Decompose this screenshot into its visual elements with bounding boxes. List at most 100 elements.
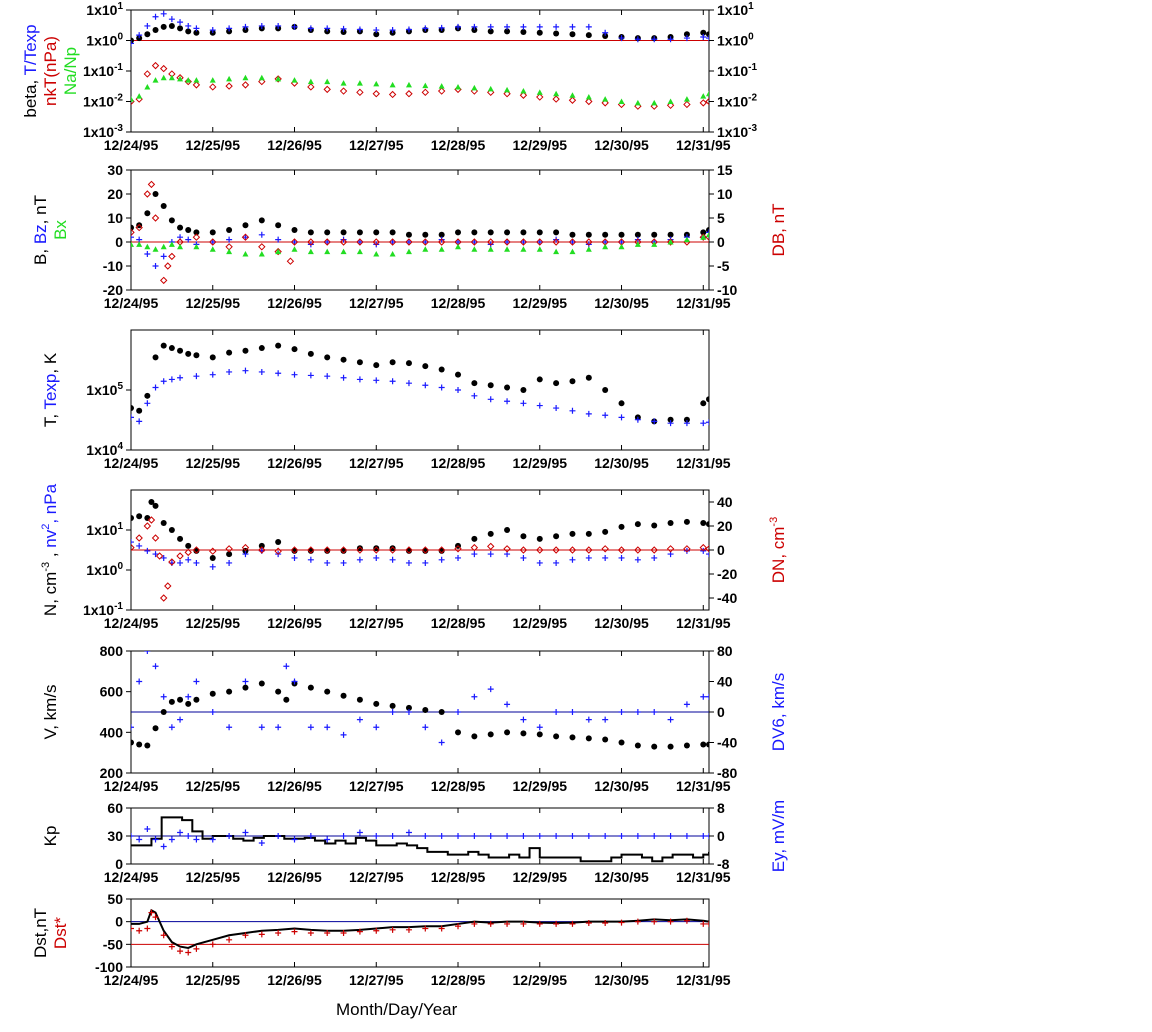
data-point <box>152 914 159 921</box>
y2-tick-label: 10 <box>717 186 733 202</box>
axis-label-line: DB, nT <box>769 204 788 257</box>
axis-label-line: Na/Np <box>61 47 80 95</box>
data-point <box>185 236 192 243</box>
data-point <box>160 932 167 939</box>
data-point <box>520 229 527 236</box>
series-black <box>131 680 709 750</box>
data-point <box>177 696 184 703</box>
data-point <box>667 416 674 423</box>
data-point <box>569 556 576 563</box>
data-point <box>405 360 412 367</box>
data-point <box>553 920 560 927</box>
data-point <box>159 64 168 73</box>
data-point <box>168 217 175 224</box>
data-point <box>136 407 143 414</box>
data-point <box>536 246 543 252</box>
data-point <box>552 95 560 103</box>
data-point <box>193 559 200 566</box>
series-black <box>131 816 709 863</box>
data-point <box>372 546 380 554</box>
data-point <box>471 246 478 252</box>
data-point <box>160 843 167 850</box>
panel-density: 12/24/95 12/25/95 12/26/95 12/27/95 12/28/95… <box>40 483 788 631</box>
data-point <box>275 222 282 229</box>
data-point <box>389 702 396 709</box>
y-tick-label: 1x101 <box>86 1 123 18</box>
data-point <box>323 546 331 554</box>
series-blue <box>131 367 709 427</box>
y-tick-label: -20 <box>103 282 123 298</box>
data-point <box>438 384 445 391</box>
data-point <box>209 547 217 555</box>
data-point <box>553 405 560 412</box>
data-point <box>700 920 707 927</box>
data-point <box>634 833 641 839</box>
data-point <box>552 238 560 246</box>
data-point <box>339 87 348 95</box>
data-point <box>258 724 265 731</box>
x-tick-label: 12/25/95 <box>186 778 241 794</box>
y-axis-label: Kp <box>41 826 60 847</box>
panel-data <box>131 908 709 956</box>
data-point <box>389 926 396 933</box>
y-tick-label: 10 <box>107 210 123 226</box>
data-point <box>405 704 412 711</box>
data-point <box>148 909 155 916</box>
y-tick-label: 1x100 <box>86 32 123 49</box>
data-point <box>160 519 167 526</box>
axis-label-line: Dst* <box>51 917 70 950</box>
data-point <box>356 716 363 723</box>
data-point <box>553 533 560 540</box>
data-point <box>274 247 282 256</box>
data-point <box>405 90 413 98</box>
data-point <box>651 522 658 529</box>
data-point <box>455 243 462 250</box>
data-point <box>569 920 576 927</box>
data-point <box>291 227 298 233</box>
data-point <box>193 678 200 685</box>
data-point <box>193 547 200 554</box>
data-point <box>144 925 151 932</box>
series-blue <box>131 10 709 47</box>
data-point <box>209 83 217 91</box>
data-point <box>160 203 167 209</box>
data-point <box>209 554 216 561</box>
data-point <box>504 398 511 405</box>
data-point <box>291 547 298 554</box>
data-point <box>136 93 143 99</box>
data-point <box>553 833 560 839</box>
data-point <box>700 693 707 700</box>
data-point <box>356 248 363 255</box>
data-point <box>131 414 134 421</box>
data-point <box>131 228 135 237</box>
y-tick-label: 200 <box>100 765 124 781</box>
data-point <box>536 238 544 246</box>
series-red <box>131 516 709 602</box>
data-point <box>177 716 184 723</box>
data-point <box>471 535 478 542</box>
data-point <box>634 546 642 554</box>
data-point <box>389 709 396 715</box>
data-point <box>258 840 265 846</box>
data-point <box>136 741 143 748</box>
data-point <box>553 559 560 566</box>
data-point <box>487 229 494 236</box>
data-point <box>634 556 641 563</box>
y2-tick-label: 1x10-1 <box>717 62 757 79</box>
data-point <box>177 374 184 381</box>
data-point <box>340 833 347 839</box>
data-point <box>405 380 412 387</box>
data-point <box>536 89 543 95</box>
data-point <box>536 93 544 101</box>
data-point <box>421 238 430 246</box>
data-point <box>143 70 152 78</box>
data-point <box>131 405 134 412</box>
data-point <box>323 238 331 246</box>
data-point <box>147 516 156 524</box>
data-point <box>455 23 462 30</box>
axis-label-line: nkT(nPa) <box>41 36 60 106</box>
data-point <box>356 556 363 563</box>
data-point <box>455 709 462 715</box>
data-point <box>389 81 396 88</box>
data-point <box>185 833 192 839</box>
